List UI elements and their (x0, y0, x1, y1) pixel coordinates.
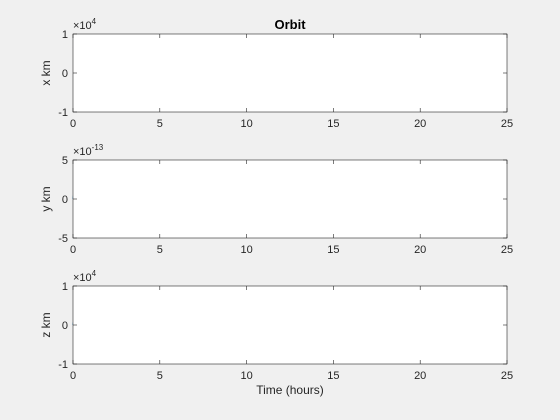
subplot-z-xlabel: Time (hours) (256, 383, 324, 397)
subplot-y-ytick-label-0: 5 (62, 155, 68, 167)
subplot-z-ytick-label-0: 1 (62, 281, 68, 293)
subplot-x-xtick-label-4: 20 (414, 118, 426, 130)
subplot-x-axes-box (72, 33, 508, 113)
subplot-z-xtick-label-4: 20 (414, 370, 426, 382)
subplot-y-xtick-label-5: 25 (501, 244, 513, 256)
subplot-x-xtick-label-2: 10 (240, 118, 252, 130)
subplot-z-ytick-label-1: 0 (62, 320, 68, 332)
subplot-x-xtick-label-0: 0 (70, 118, 76, 130)
subplot-z-exponent-label: ×104 (73, 269, 97, 284)
subplot-y-xtick-label-0: 0 (70, 244, 76, 256)
subplot-y-ytick-label-1: 0 (62, 194, 68, 206)
subplot-z-xtick-label-1: 5 (157, 370, 163, 382)
subplot-x-ytick-label-1: 0 (62, 68, 68, 80)
subplot-z-xtick-label-2: 10 (240, 370, 252, 382)
subplot-y-xtick-label-4: 20 (414, 244, 426, 256)
subplot-x-exponent-label: ×104 (73, 17, 97, 32)
subplot-y-exponent-label: ×10-13 (73, 143, 104, 158)
subplot-x-xtick-label-5: 25 (501, 118, 513, 130)
subplot-x-xtick-label-3: 15 (327, 118, 339, 130)
subplot-z-ylabel: z km (39, 312, 53, 337)
subplot-x-ytick-label-0: 1 (62, 29, 68, 41)
subplot-z-axes-box (72, 285, 508, 365)
subplot-y-xtick-label-1: 5 (157, 244, 163, 256)
subplot-z-ytick-label-2: -1 (58, 359, 68, 371)
subplot-z-xtick-label-3: 15 (327, 370, 339, 382)
subplot-y-ytick-label-2: -5 (58, 233, 68, 245)
chart-title: Orbit (274, 17, 306, 32)
subplot-y-axes-box (72, 159, 508, 239)
subplot-z-xtick-label-0: 0 (70, 370, 76, 382)
subplot-y-xtick-label-2: 10 (240, 244, 252, 256)
subplot-z-xtick-label-5: 25 (501, 370, 513, 382)
subplot-y-ylabel: y km (39, 186, 53, 211)
subplot-x-xtick-label-1: 5 (157, 118, 163, 130)
subplot-y-xtick-label-3: 15 (327, 244, 339, 256)
subplot-x-ylabel: x km (39, 60, 53, 85)
subplot-x-ytick-label-2: -1 (58, 107, 68, 119)
